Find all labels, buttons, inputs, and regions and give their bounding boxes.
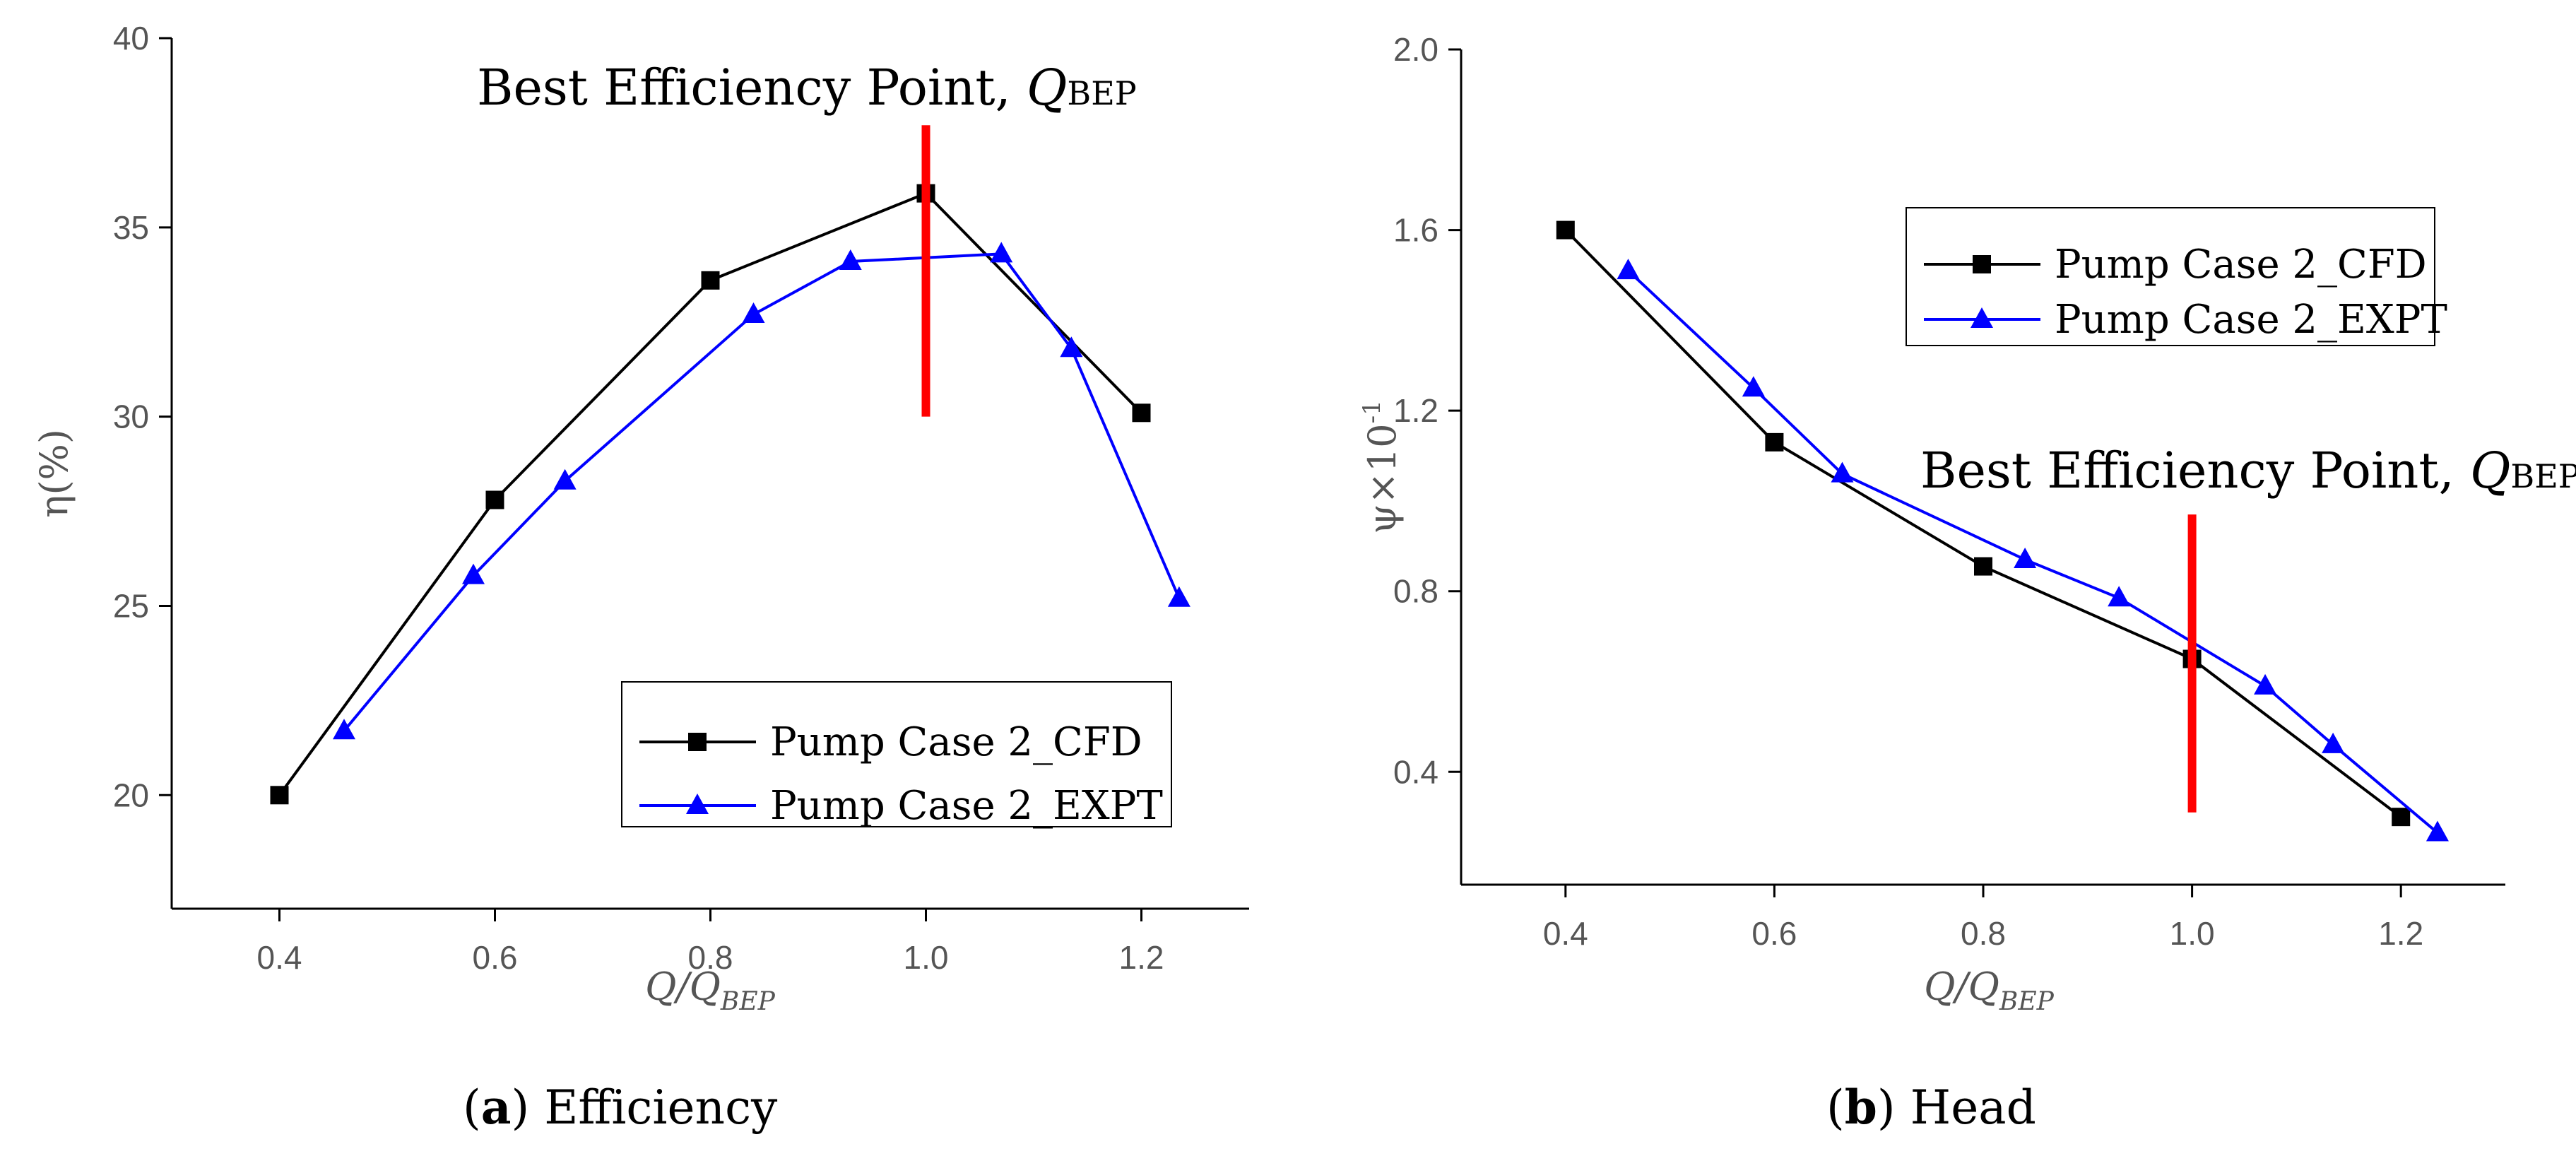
y-tick-label: 1.6	[1393, 212, 1438, 249]
x-tick-label: 1.2	[1119, 939, 1164, 976]
y-tick-label: 25	[113, 587, 149, 624]
x-tick-label: 1.0	[904, 939, 949, 976]
y-axis-title: η(%)	[32, 429, 76, 518]
panel-caption: (a) Efficiency	[463, 1080, 778, 1135]
y-tick-label: 2.0	[1393, 31, 1438, 68]
expt-point	[1831, 461, 1854, 483]
legend-marker-square	[688, 733, 707, 751]
expt-point	[1167, 586, 1190, 607]
y-tick-label: 35	[113, 209, 149, 246]
x-tick-label: 0.6	[1751, 915, 1797, 952]
expt-point	[333, 719, 355, 740]
cfd-point	[1765, 432, 1784, 452]
cfd-point	[2392, 808, 2411, 827]
expt-point	[1060, 336, 1083, 358]
y-tick-label: 1.2	[1393, 392, 1438, 429]
y-tick-label: 20	[113, 777, 149, 813]
legend-label: Pump Case 2_EXPT	[2055, 297, 2447, 343]
x-tick-label: 1.0	[2170, 915, 2215, 952]
x-tick-label: 0.4	[257, 939, 302, 976]
x-tick-label: 0.8	[1961, 915, 2006, 952]
cfd-point	[1132, 403, 1151, 423]
x-axis-title: Q/QBEP	[645, 965, 775, 1016]
bep-annotation: Best Efficiency Point, QBEP	[477, 59, 1137, 117]
expt-point	[553, 468, 577, 490]
panel-caption: (b) Head	[1826, 1080, 2036, 1135]
expt-point	[2254, 673, 2277, 695]
y-tick-label: 0.4	[1393, 753, 1438, 790]
cfd-point	[485, 490, 504, 509]
cfd-point	[1556, 220, 1575, 240]
legend-label: Pump Case 2_CFD	[2055, 242, 2427, 288]
legend-box	[1906, 207, 2435, 346]
x-axis-title: Q/QBEP	[1924, 965, 2054, 1016]
expt-point	[990, 242, 1013, 263]
legend-label: Pump Case 2_CFD	[770, 719, 1142, 765]
head-chart: 0.4 0.6 0.8 1.0 1.2 0.4 0.8 1.2 1.6 2.0 Q/QBEP ψ×10…	[1358, 31, 2576, 1135]
x-tick-label: 0.6	[473, 939, 518, 976]
expt-point	[839, 249, 862, 271]
y-tick-label: 30	[113, 399, 149, 435]
expt-point	[2322, 732, 2345, 753]
cfd-point	[1974, 557, 1992, 576]
expt-point	[2014, 547, 2037, 568]
legend-marker-triangle	[1971, 307, 1993, 328]
series-line-expt	[1627, 269, 2439, 834]
legend-marker-triangle	[686, 794, 709, 814]
expt-point	[742, 302, 765, 324]
expt-point	[2426, 820, 2449, 842]
y-tick-label: 40	[113, 20, 149, 57]
series-line-expt	[343, 252, 1181, 732]
bep-annotation: Best Efficiency Point, QBEP	[1920, 442, 2576, 500]
efficiency-chart: 0.4 0.6 0.8 1.0 1.2 20 25 30 35 40 Q/QBEP η(%) Best …	[32, 20, 1249, 1135]
legend-marker-square	[1973, 255, 1991, 273]
expt-point	[1617, 259, 1640, 280]
expt-point	[2108, 586, 2131, 607]
x-tick-label: 0.8	[688, 939, 733, 976]
expt-point	[462, 563, 485, 584]
expt-point	[1742, 376, 1765, 397]
cfd-point	[701, 271, 720, 290]
cfd-point	[270, 786, 289, 805]
legend-box	[621, 681, 1172, 827]
legend-label: Pump Case 2_EXPT	[770, 783, 1163, 829]
x-tick-label: 1.2	[2378, 915, 2423, 952]
y-axis-title: ψ×10-1	[1358, 400, 1405, 533]
y-tick-label: 0.8	[1393, 573, 1438, 610]
x-tick-label: 0.4	[1543, 915, 1588, 952]
